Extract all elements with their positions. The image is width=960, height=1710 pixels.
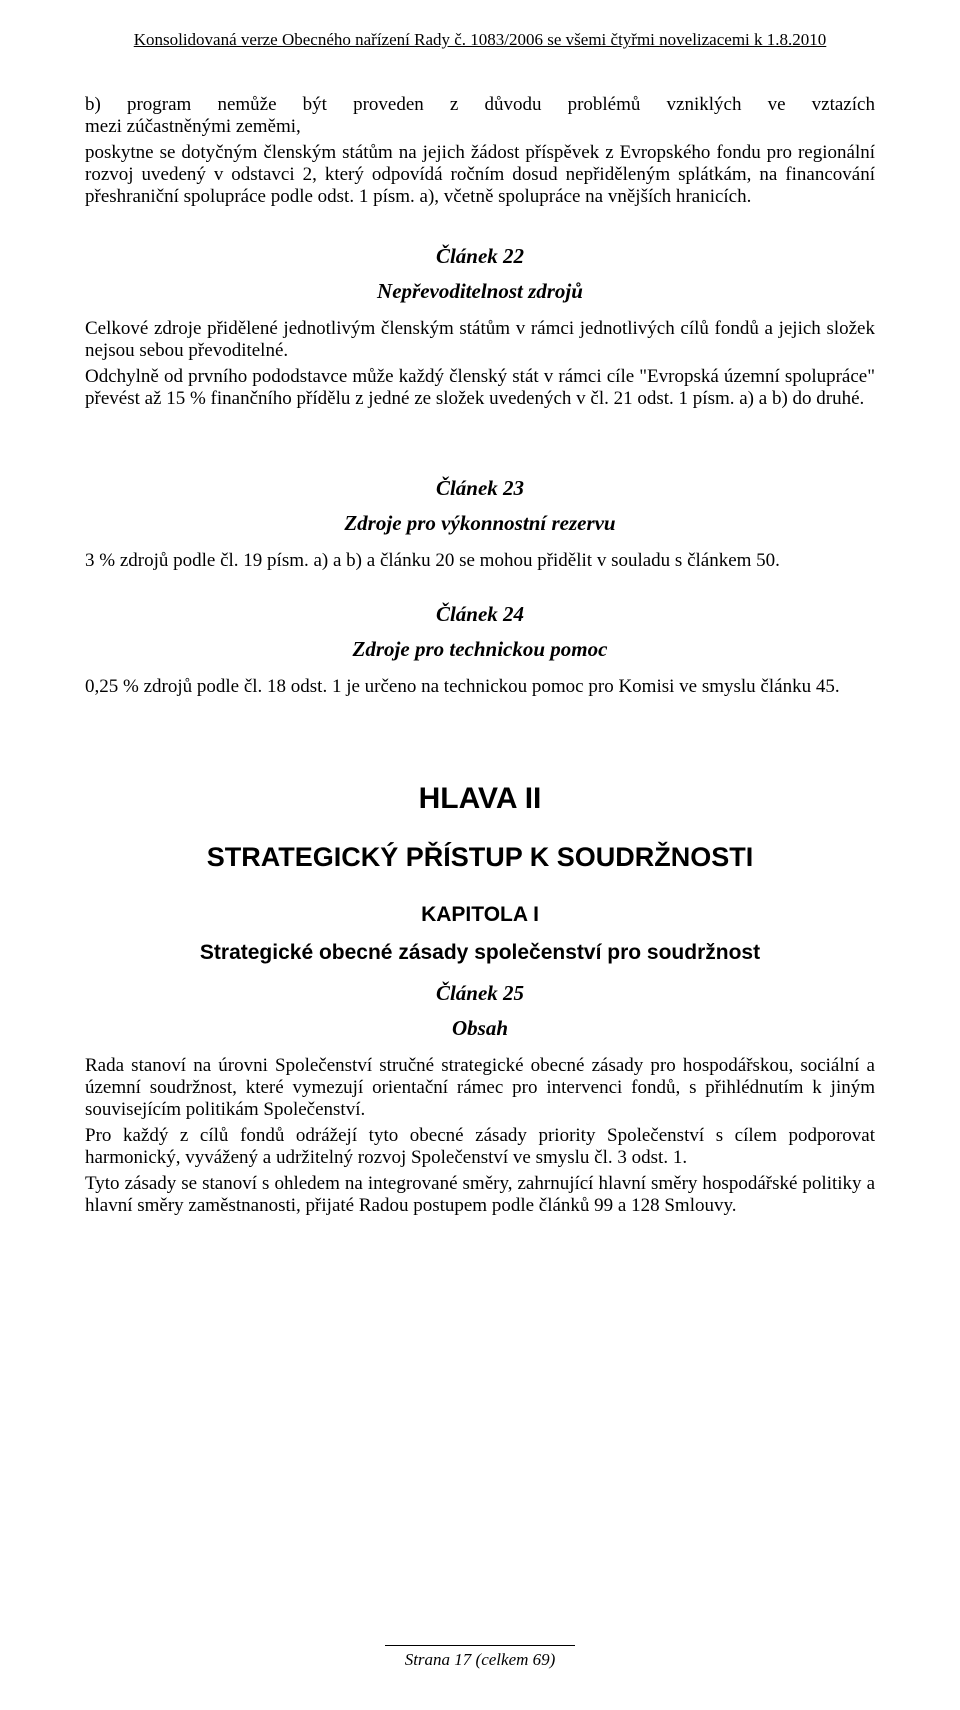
article-25-p1: Rada stanoví na úrovni Společenství stru… [85,1055,875,1121]
article-25-p2: Pro každý z cílů fondů odrážejí tyto obe… [85,1125,875,1169]
paragraph-b: b)programnemůžebýtprovedenzdůvoduproblém… [85,94,875,138]
article-22-p1: Celkové zdroje přidělené jednotlivým čle… [85,318,875,362]
page-footer: Strana 17 (celkem 69) [385,1645,575,1670]
page-body: b)programnemůžebýtprovedenzdůvoduproblém… [85,94,875,1605]
article-24-subtitle: Zdroje pro technickou pomoc [85,637,875,662]
article-24-title: Článek 24 [85,602,875,627]
article-22-subtitle: Nepřevoditelnost zdrojů [85,279,875,304]
article-23-p1: 3 % zdrojů podle čl. 19 písm. a) a b) a … [85,550,875,572]
kapitola-1-subtitle: Strategické obecné zásady společenství p… [85,941,875,965]
article-22-p2: Odchylně od prvního pododstavce může kaž… [85,366,875,410]
article-23-subtitle: Zdroje pro výkonnostní rezervu [85,511,875,536]
page-header: Konsolidovaná verze Obecného nařízení Ra… [85,30,875,50]
article-25-p3: Tyto zásady se stanoví s ohledem na inte… [85,1173,875,1217]
page: Konsolidovaná verze Obecného nařízení Ra… [0,0,960,1710]
article-25-title: Článek 25 [85,981,875,1006]
footer-wrap: Strana 17 (celkem 69) [85,1645,875,1670]
paragraph-b-line2: mezi zúčastněnými zeměmi, [85,116,875,138]
paragraph-b-continuation: poskytne se dotyčným členským státům na … [85,142,875,208]
hlava-2-subtitle: STRATEGICKÝ PŘÍSTUP K SOUDRŽNOSTI [85,842,875,873]
article-25-subtitle: Obsah [85,1016,875,1041]
hlava-2-label: HLAVA II [85,782,875,816]
article-24-p1: 0,25 % zdrojů podle čl. 18 odst. 1 je ur… [85,676,875,698]
article-23-title: Článek 23 [85,476,875,501]
article-22-title: Článek 22 [85,244,875,269]
kapitola-1-label: KAPITOLA I [85,903,875,927]
